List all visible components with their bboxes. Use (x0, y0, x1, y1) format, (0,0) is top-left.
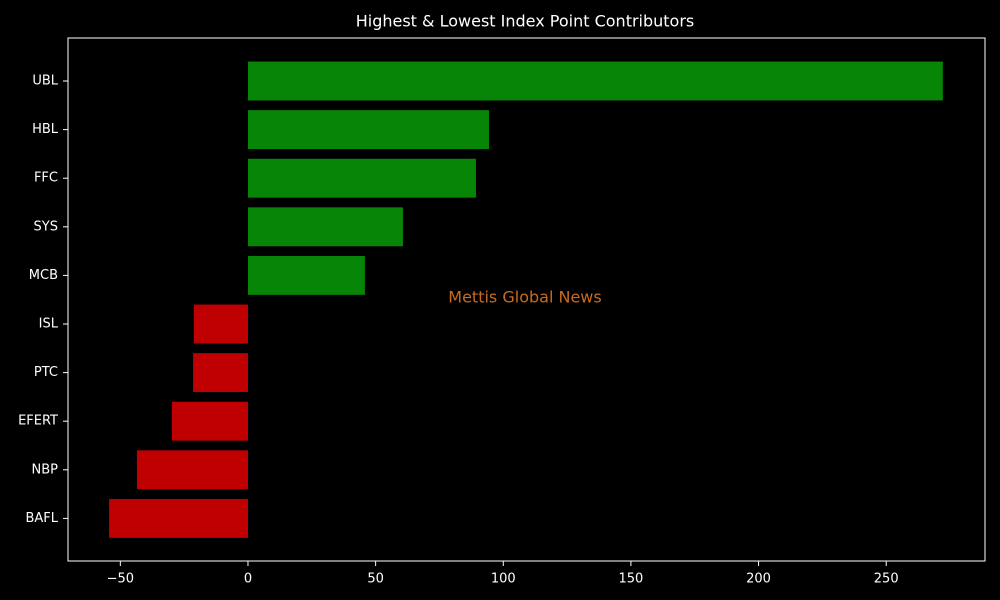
y-tick-label: MCB (29, 268, 58, 283)
bar (247, 158, 476, 198)
y-tick-label: NBP (32, 462, 59, 477)
x-tick-label: 250 (874, 572, 899, 587)
bar (136, 450, 248, 490)
chart-title: Highest & Lowest Index Point Contributor… (356, 12, 695, 31)
y-tick-label: UBL (32, 74, 58, 89)
y-tick-label: PTC (34, 365, 58, 380)
plot-frame (67, 37, 986, 562)
y-tick-label: FFC (34, 171, 58, 186)
bar (171, 401, 248, 441)
y-tick-label: EFERT (18, 414, 58, 429)
bar (193, 304, 248, 344)
x-tick-label: 0 (244, 572, 252, 587)
bar (247, 61, 943, 101)
x-tick-label: 200 (746, 572, 771, 587)
x-tick-label: 150 (618, 572, 643, 587)
bar (247, 110, 489, 150)
bar (193, 353, 248, 393)
x-tick-label: 50 (367, 572, 384, 587)
x-tick-label: −50 (107, 572, 134, 587)
bar (247, 207, 403, 247)
bar (247, 255, 365, 295)
bar (109, 498, 248, 538)
x-tick-label: 100 (491, 572, 516, 587)
y-tick-label: HBL (32, 122, 59, 137)
y-tick-label: ISL (39, 317, 59, 332)
y-tick-label: SYS (34, 219, 58, 234)
y-tick-label: BAFL (25, 511, 58, 526)
watermark: Mettis Global News (448, 288, 601, 307)
